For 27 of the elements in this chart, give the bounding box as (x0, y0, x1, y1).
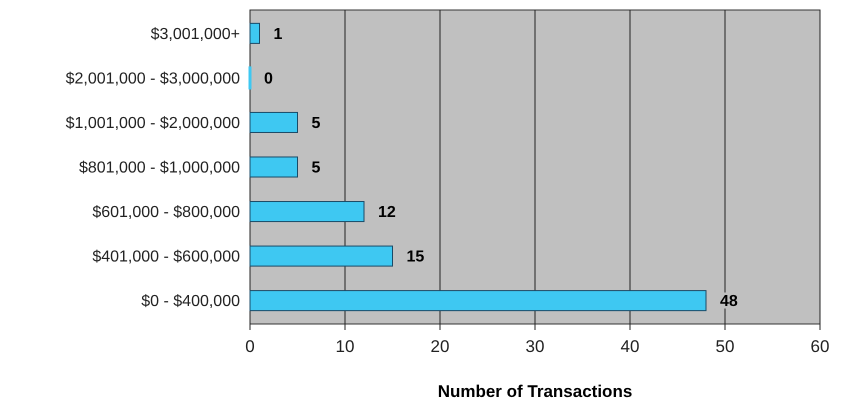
x-tick-label: 0 (245, 337, 255, 356)
x-tick-label: 20 (430, 337, 450, 356)
y-tick-label: $401,000 - $600,000 (92, 248, 240, 266)
data-label: 1 (274, 26, 282, 43)
bar (250, 112, 298, 133)
x-tick-label: 50 (716, 337, 734, 356)
y-tick-label: $0 - $400,000 (141, 293, 240, 310)
bar (250, 290, 706, 312)
data-label: 12 (378, 204, 396, 222)
data-label: 5 (312, 115, 320, 132)
bar (250, 246, 393, 267)
data-label: 5 (312, 160, 320, 177)
y-tick-label: $801,000 - $1,000,000 (78, 160, 240, 177)
bar (250, 156, 298, 178)
x-axis-title: Number of Transactions (438, 382, 632, 401)
bar (250, 201, 364, 222)
x-tick-label: 60 (810, 337, 830, 356)
x-tick-label: 30 (526, 337, 544, 356)
y-tick-label: $601,000 - $800,000 (92, 204, 240, 222)
bar (250, 22, 260, 44)
x-tick-label: 40 (620, 337, 640, 356)
data-label: 15 (406, 248, 424, 266)
data-label: 0 (264, 70, 273, 88)
y-tick-label: $3,001,000+ (150, 26, 240, 43)
y-tick-label: $2,001,000 - $3,000,000 (66, 70, 240, 88)
y-tick-label: $1,001,000 - $2,000,000 (66, 115, 240, 132)
x-tick-label: 10 (336, 337, 354, 356)
